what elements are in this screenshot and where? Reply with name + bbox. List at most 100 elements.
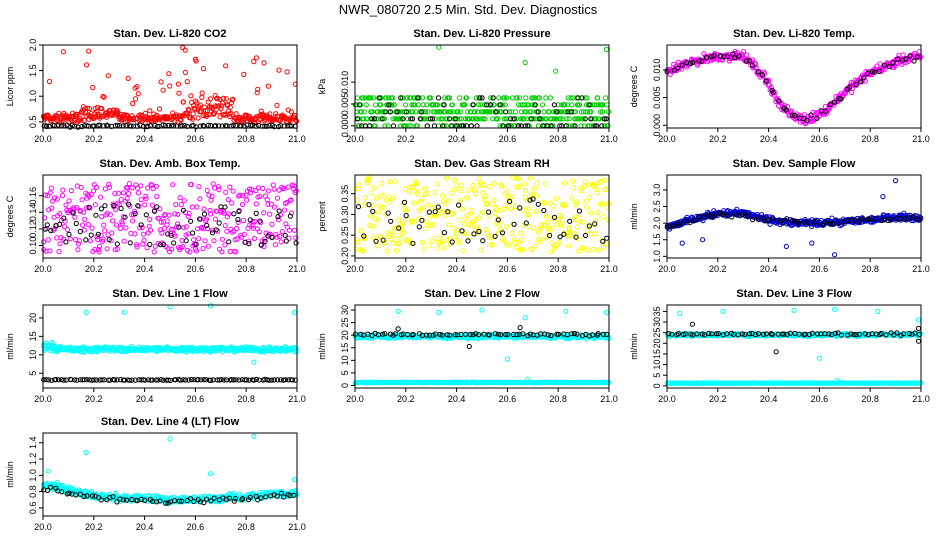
data-point: [195, 115, 201, 121]
data-point: [138, 183, 144, 189]
data-point: [491, 197, 497, 203]
y-tick-label: 0.005: [340, 93, 350, 116]
data-point: [744, 52, 750, 58]
data-point: [158, 79, 164, 85]
data-point: [861, 75, 867, 81]
data-point: [537, 95, 543, 101]
data-point: [675, 65, 681, 71]
data-point: [387, 179, 393, 185]
data-point: [207, 207, 213, 214]
data-point: [471, 231, 477, 237]
data-point: [568, 109, 575, 115]
data-point: [580, 219, 586, 225]
data-point: [432, 189, 438, 195]
data-point: [99, 214, 105, 220]
data-point: [453, 116, 459, 122]
data-point: [66, 231, 72, 237]
data-point: [494, 207, 500, 213]
data-point: [456, 240, 462, 246]
data-point: [210, 105, 216, 112]
data-point: [97, 122, 103, 128]
data-point: [382, 109, 388, 115]
data-point: [603, 116, 609, 122]
data-point: [603, 46, 610, 53]
y-axis-label: ml/min: [629, 203, 639, 230]
data-point: [420, 204, 426, 210]
data-point: [740, 48, 747, 55]
data-point: [102, 203, 108, 209]
data-point: [152, 243, 158, 249]
data-point: [423, 225, 429, 231]
data-point: [134, 84, 140, 90]
data-point: [558, 116, 564, 122]
data-point: [478, 102, 484, 108]
data-point: [114, 241, 120, 247]
data-point: [449, 102, 455, 108]
data-point: [89, 225, 95, 231]
data-point: [838, 96, 844, 102]
data-point: [361, 233, 367, 239]
data-point: [476, 215, 482, 221]
data-point: [380, 237, 386, 243]
data-point: [90, 188, 97, 194]
data-point: [477, 182, 483, 189]
data-point: [51, 195, 58, 201]
data-point: [509, 95, 516, 101]
data-point: [157, 242, 163, 248]
data-point: [57, 211, 63, 217]
data-point: [502, 203, 508, 209]
data-point: [470, 182, 476, 188]
data-point: [582, 95, 588, 101]
data-point: [566, 116, 572, 122]
data-point: [585, 247, 591, 253]
data-point: [83, 237, 89, 243]
data-point: [387, 109, 394, 115]
data-point: [178, 114, 184, 120]
x-tick-label: 20.0: [658, 264, 676, 274]
data-point: [417, 116, 423, 122]
data-point: [472, 187, 478, 193]
data-point: [522, 181, 528, 187]
y-tick-label: 1.0: [652, 250, 662, 263]
x-tick-label: 20.2: [709, 264, 727, 274]
y-tick-label: 2.0: [28, 39, 38, 52]
data-point: [569, 195, 575, 201]
x-tick-label: 20.8: [549, 134, 567, 144]
data-point: [865, 70, 871, 76]
data-point: [47, 190, 53, 196]
data-point: [253, 210, 259, 216]
data-point: [194, 100, 200, 106]
data-point: [396, 109, 403, 115]
data-point: [212, 110, 218, 116]
data-point: [501, 95, 507, 101]
data-point: [401, 199, 408, 205]
data-point: [736, 53, 742, 59]
x-tick-label: 20.2: [85, 264, 103, 274]
data-point: [564, 116, 570, 122]
data-point: [98, 206, 105, 212]
data-point: [550, 203, 557, 209]
data-point: [213, 227, 219, 233]
data-point: [52, 226, 58, 232]
data-point: [743, 58, 750, 64]
data-point: [477, 116, 483, 122]
x-tick-label: 20.0: [34, 394, 52, 404]
x-tick-label: 20.2: [397, 394, 415, 404]
data-point: [143, 196, 149, 202]
data-point: [374, 243, 380, 249]
data-point: [391, 102, 397, 108]
data-point: [558, 213, 564, 219]
data-point: [123, 225, 129, 231]
data-point: [700, 237, 706, 243]
data-point: [86, 204, 92, 210]
data-point: [576, 248, 582, 254]
data-point: [45, 237, 51, 243]
data-point: [496, 95, 502, 101]
data-point: [250, 122, 256, 128]
data-point: [222, 242, 228, 248]
data-point: [690, 59, 696, 66]
data-point: [914, 54, 920, 60]
data-point: [605, 217, 611, 223]
